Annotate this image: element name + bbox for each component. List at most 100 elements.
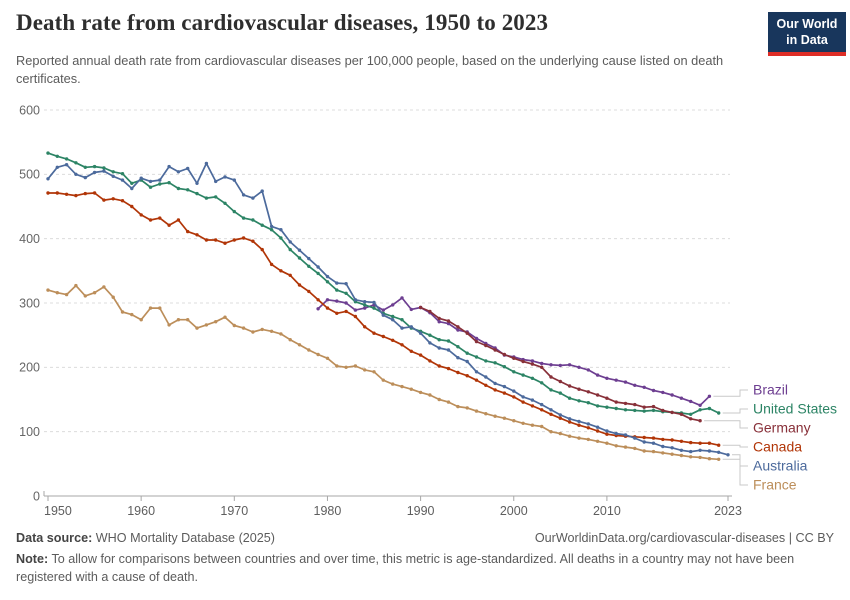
legend-label-france[interactable]: France [753,477,797,493]
point-marker [148,185,153,189]
point-marker [409,349,413,353]
point-marker [92,164,97,169]
point-marker [558,379,562,384]
point-marker [633,402,637,407]
point-marker [46,191,50,195]
point-marker [111,295,115,299]
legend-label-brazil[interactable]: Brazil [753,382,788,398]
line-canada [48,192,719,447]
point-marker [456,404,460,409]
point-marker [549,363,553,367]
point-marker [567,384,572,388]
point-marker [465,331,469,335]
legend-label-united-states[interactable]: United States [753,401,837,417]
point-marker [307,264,311,268]
point-marker [689,449,693,454]
point-marker [651,441,656,445]
series-france[interactable] [46,283,721,461]
point-marker [409,325,413,329]
owid-logo[interactable]: Our World in Data [768,12,846,57]
point-marker [623,433,628,437]
point-marker [241,236,246,240]
point-marker [167,223,171,227]
line-united-states [47,152,720,416]
point-marker [428,333,432,337]
point-marker [158,216,162,220]
point-marker [465,374,469,378]
legend-label-australia[interactable]: Australia [753,458,808,474]
point-marker [465,406,469,410]
owid-url-link[interactable]: OurWorldinData.org/cardiovascular-diseas… [534,531,786,545]
point-marker [409,307,413,312]
point-marker [232,178,236,182]
point-marker [223,175,227,179]
point-marker [689,399,693,404]
point-marker [456,325,460,329]
point-marker [363,325,367,329]
y-tick-label-500: 500 [19,168,40,182]
series-germany[interactable] [418,305,702,423]
point-marker [446,321,451,326]
point-marker [465,351,469,355]
point-marker [456,356,460,360]
point-marker [540,361,544,366]
point-marker [614,378,618,382]
point-marker [344,282,348,286]
license-separator: | [785,531,796,545]
series-united-states[interactable] [46,151,721,416]
x-tick-label-1980: 1980 [314,504,342,518]
point-marker [549,375,553,379]
point-marker [577,423,581,427]
legend-label-canada[interactable]: Canada [753,439,802,455]
point-marker [661,437,665,442]
point-marker [437,320,441,324]
point-marker [130,204,134,209]
point-marker [204,161,209,166]
point-marker [679,439,684,443]
point-marker [651,388,656,393]
y-tick-label-200: 200 [19,361,40,375]
point-marker [120,310,125,314]
point-marker [605,441,609,445]
point-marker [567,396,572,400]
point-marker [316,307,320,311]
point-marker [679,453,684,458]
owid-logo-line1: Our World [776,17,838,31]
point-marker [223,241,227,245]
point-marker [605,429,609,433]
legend-connector-canada [722,444,748,448]
point-marker [558,416,562,420]
point-marker [251,196,255,200]
point-marker [493,388,497,392]
x-tick-label-1970: 1970 [220,504,248,518]
x-tick-label-1960: 1960 [127,504,155,518]
point-marker [307,256,311,261]
point-marker [111,174,115,178]
point-marker [204,323,209,327]
point-marker [363,300,367,304]
point-marker [139,318,143,322]
page-title: Death rate from cardiovascular diseases,… [16,10,549,35]
point-marker [335,364,339,368]
point-marker [353,314,358,319]
point-marker [670,446,674,450]
point-marker [195,233,199,237]
point-marker [456,328,460,332]
point-marker [344,291,348,295]
owid-logo-accent-strip [768,52,846,57]
point-marker [363,306,367,310]
legend-label-germany[interactable]: Germany [753,420,811,436]
attribution: OurWorldinData.org/cardiovascular-diseas… [535,531,834,545]
point-marker [400,343,404,347]
series-canada[interactable] [46,191,721,447]
point-marker [186,318,190,322]
point-marker [595,404,600,408]
point-marker [241,326,246,330]
y-tick-label-400: 400 [19,232,40,246]
point-marker [642,440,646,444]
point-marker [661,408,665,413]
series-australia[interactable] [46,161,730,457]
point-marker [158,306,162,310]
point-marker [353,308,358,312]
point-marker [307,348,311,352]
